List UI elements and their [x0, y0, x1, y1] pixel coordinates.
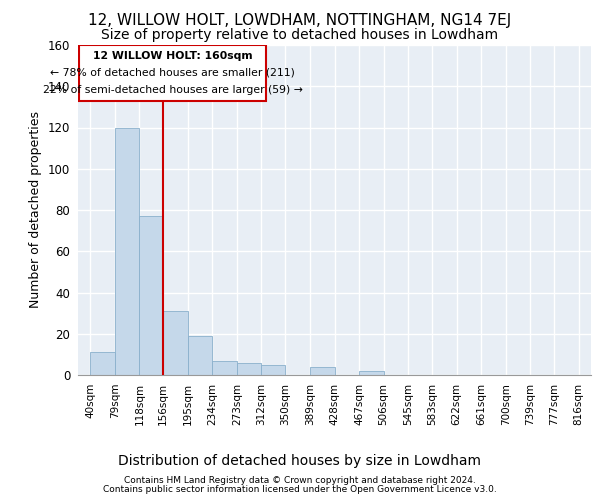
Text: Contains public sector information licensed under the Open Government Licence v3: Contains public sector information licen… — [103, 485, 497, 494]
Bar — [212, 360, 237, 375]
Bar — [90, 352, 115, 375]
Bar — [237, 362, 262, 375]
Text: 12, WILLOW HOLT, LOWDHAM, NOTTINGHAM, NG14 7EJ: 12, WILLOW HOLT, LOWDHAM, NOTTINGHAM, NG… — [88, 12, 512, 28]
Text: Contains HM Land Registry data © Crown copyright and database right 2024.: Contains HM Land Registry data © Crown c… — [124, 476, 476, 485]
Text: 12 WILLOW HOLT: 160sqm: 12 WILLOW HOLT: 160sqm — [93, 51, 253, 61]
Bar — [163, 311, 188, 375]
Bar — [188, 336, 212, 375]
Text: 22% of semi-detached houses are larger (59) →: 22% of semi-detached houses are larger (… — [43, 84, 303, 94]
Bar — [359, 371, 383, 375]
Bar — [310, 367, 335, 375]
Bar — [139, 216, 163, 375]
Bar — [262, 364, 286, 375]
FancyBboxPatch shape — [79, 45, 266, 100]
Y-axis label: Number of detached properties: Number of detached properties — [29, 112, 43, 308]
Text: Size of property relative to detached houses in Lowdham: Size of property relative to detached ho… — [101, 28, 499, 42]
Text: Distribution of detached houses by size in Lowdham: Distribution of detached houses by size … — [119, 454, 482, 468]
Bar — [115, 128, 139, 375]
Text: ← 78% of detached houses are smaller (211): ← 78% of detached houses are smaller (21… — [50, 68, 295, 78]
